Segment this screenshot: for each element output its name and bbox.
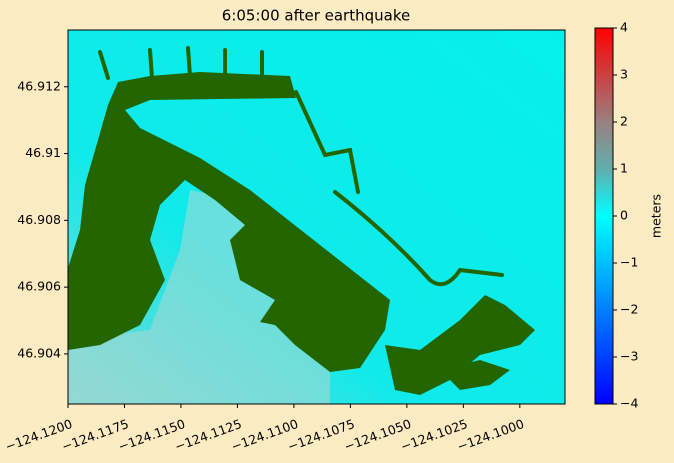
plot-frame [67, 29, 566, 405]
y-tick-label: 46.912 [17, 78, 61, 93]
map-image [68, 30, 565, 404]
colorbar-tick-label: 0 [620, 208, 628, 223]
colorbar [594, 27, 614, 405]
y-tick-label: 46.908 [17, 212, 61, 227]
y-tick-label: 46.904 [17, 345, 61, 360]
colorbar-tick-label: −4 [620, 396, 638, 411]
y-tick-label: 46.91 [25, 145, 61, 160]
colorbar-tick-label: 1 [620, 161, 628, 176]
colorbar-tick-label: −3 [620, 349, 638, 364]
colorbar-tick-label: 4 [620, 20, 628, 35]
colorbar-label: meters [649, 194, 664, 238]
colorbar-tick-label: −1 [620, 255, 638, 270]
colorbar-tick-label: −2 [620, 302, 638, 317]
y-tick-label: 46.906 [17, 279, 61, 294]
chart-title: 6:05:00 after earthquake [222, 7, 410, 25]
colorbar-tick-label: 2 [620, 114, 628, 129]
colorbar-tick-label: 3 [620, 67, 628, 82]
